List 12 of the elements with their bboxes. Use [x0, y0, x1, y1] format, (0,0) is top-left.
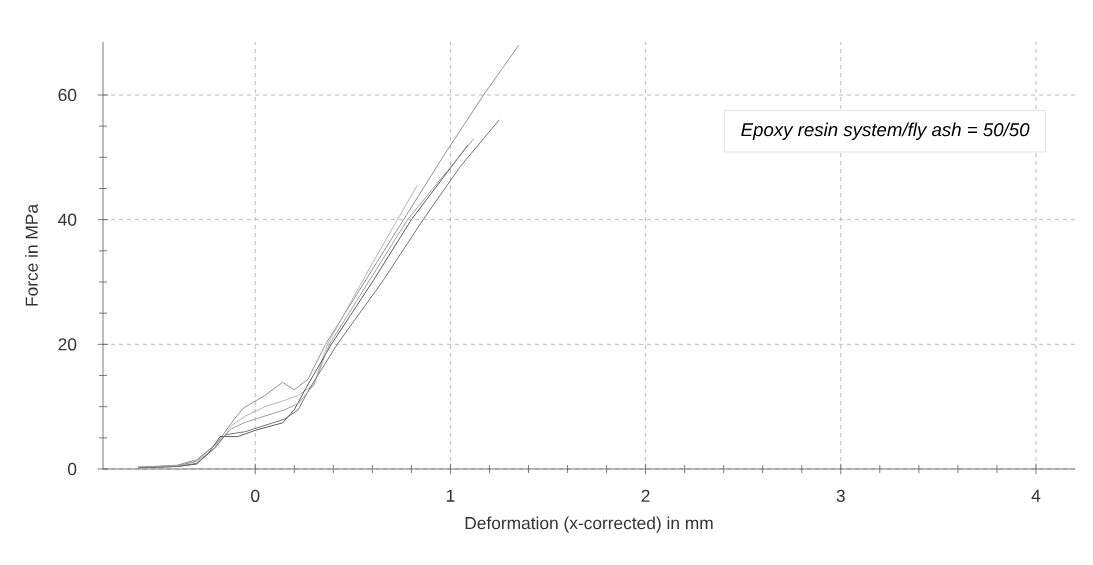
- y-tick-label: 60: [58, 88, 77, 102]
- annotation: Epoxy resin system/fly ash = 50/50: [741, 122, 1030, 140]
- x-axis-title: Deformation (x-corrected) in mm: [465, 516, 713, 533]
- x-tick-label: 0: [251, 489, 260, 502]
- y-tick-label: 20: [58, 338, 77, 351]
- y-tick-label: 0: [67, 462, 77, 476]
- y-tick-label: 40: [58, 213, 77, 226]
- y-axis-title: Force in MPa: [25, 203, 38, 306]
- x-tick-label: 4: [1031, 489, 1041, 502]
- x-tick-label: 3: [836, 489, 845, 502]
- x-tick-label: 1: [446, 489, 455, 502]
- x-tick-label: 2: [641, 489, 650, 502]
